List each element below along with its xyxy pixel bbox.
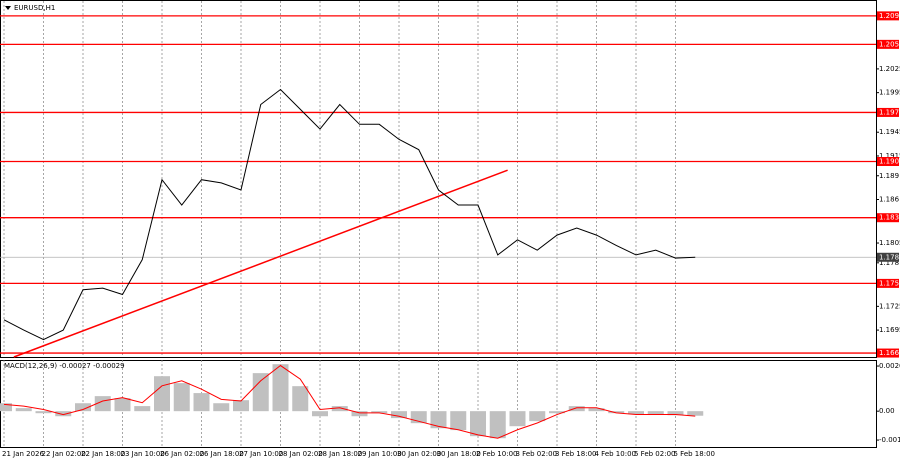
macd-bar	[470, 411, 486, 437]
x-tick-label: 23 Jan 10:00	[121, 450, 165, 458]
macd-bar	[371, 411, 388, 414]
level-label: 1.2092	[879, 12, 900, 20]
y-tick-label: 1.186	[879, 195, 900, 203]
macd-bar	[647, 411, 664, 415]
level-label: 1.1970	[879, 108, 900, 116]
level-label: 1.1754	[879, 279, 900, 287]
y-tick-label: 1.1695	[879, 326, 900, 334]
macd-title: MACD(12,26,9) -0.00027 -0.00029	[4, 362, 125, 370]
macd-bar	[173, 383, 190, 412]
macd-bar	[489, 411, 506, 439]
macd-bar	[351, 411, 368, 417]
x-tick-label: 29 Jan 10:00	[358, 450, 402, 458]
level-label: 1.1837	[879, 214, 900, 222]
x-tick-label: 28 Jan 18:00	[318, 450, 362, 458]
level-label-box	[877, 278, 899, 288]
x-tick-label: 27 Jan 10:00	[239, 450, 283, 458]
main-frame	[0, 0, 877, 358]
x-tick-label: 5 Feb 18:00	[674, 450, 715, 458]
macd-bar	[687, 411, 704, 416]
macd-bar	[292, 386, 309, 412]
price-line	[3, 88, 696, 341]
macd-bar	[312, 411, 328, 417]
level-label-box	[877, 348, 899, 358]
x-tick-label: 3 Feb 02:00	[516, 450, 557, 458]
level-label-box	[877, 11, 899, 21]
macd-bar	[430, 411, 447, 429]
macd-bar	[134, 406, 151, 412]
menu-arrow	[5, 6, 11, 10]
trendline	[13, 169, 508, 358]
macd-bar	[450, 411, 467, 431]
macd-bar	[391, 411, 407, 419]
macd-bar	[272, 364, 289, 412]
macd-bar	[114, 398, 131, 412]
y-tick-label: 1.1945	[879, 128, 900, 136]
x-tick-label: 30 Jan 02:00	[397, 450, 441, 458]
macd-bar	[154, 376, 170, 412]
y-tick-label: 1.1915	[879, 152, 900, 160]
macd-bar	[55, 411, 72, 417]
macd-bar	[252, 373, 269, 412]
macd-bar	[667, 411, 684, 416]
macd-bar	[35, 411, 52, 414]
y-tick-label: 0.00	[879, 407, 895, 415]
macd-bar	[193, 393, 210, 412]
macd-bar	[213, 403, 230, 412]
macd-bar	[588, 408, 605, 412]
chart-title: EURUSD,H1	[14, 4, 55, 12]
macd-bar	[628, 411, 644, 415]
level-label-box	[877, 157, 899, 167]
x-tick-label: 3 Feb 18:00	[555, 450, 596, 458]
level-label-box	[877, 213, 899, 223]
x-tick-label: 26 Jan 02:00	[160, 450, 204, 458]
y-tick-label: 1.1725	[879, 302, 900, 310]
x-tick-label: 2 Feb 10:00	[476, 450, 517, 458]
macd-bar	[233, 400, 249, 412]
x-tick-label: 26 Jan 18:00	[200, 450, 244, 458]
macd-bar	[549, 411, 565, 414]
x-tick-label: 22 Jan 18:00	[81, 450, 125, 458]
x-tick-label: 21 Jan 2026	[2, 450, 45, 458]
x-tick-label: 30 Jan 18:00	[437, 450, 481, 458]
macd-bar	[608, 411, 625, 414]
last-price-box	[877, 252, 899, 262]
macd-bar	[15, 408, 32, 412]
y-tick-label: 1.1995	[879, 89, 900, 97]
x-tick-label: 22 Jan 02:00	[42, 450, 86, 458]
y-tick-label: -0.00171	[879, 436, 900, 444]
y-tick-label: 1.2025	[879, 65, 900, 73]
y-tick-label: 1.178	[879, 259, 899, 267]
level-label-box	[877, 107, 899, 117]
macd-bar	[331, 406, 348, 412]
level-label: 1.1666	[879, 349, 900, 357]
last-price-label: 1.1787	[879, 253, 900, 261]
x-tick-label: 4 Feb 10:00	[595, 450, 636, 458]
macd-bar	[509, 411, 526, 427]
macd-bar	[568, 406, 585, 412]
macd-bar	[0, 403, 12, 412]
y-tick-label: 1.189	[879, 172, 899, 180]
macd-bar	[529, 411, 546, 422]
y-tick-label: 1.1805	[879, 239, 900, 247]
level-label: 1.2056	[879, 40, 900, 48]
x-tick-label: 5 Feb 02:00	[634, 450, 675, 458]
y-tick-label: 0.00267	[879, 362, 900, 370]
x-tick-label: 28 Jan 02:00	[279, 450, 323, 458]
macd-bar	[75, 403, 91, 412]
level-label: 1.1908	[879, 158, 900, 166]
level-label-box	[877, 39, 899, 49]
signal-line	[3, 364, 696, 439]
